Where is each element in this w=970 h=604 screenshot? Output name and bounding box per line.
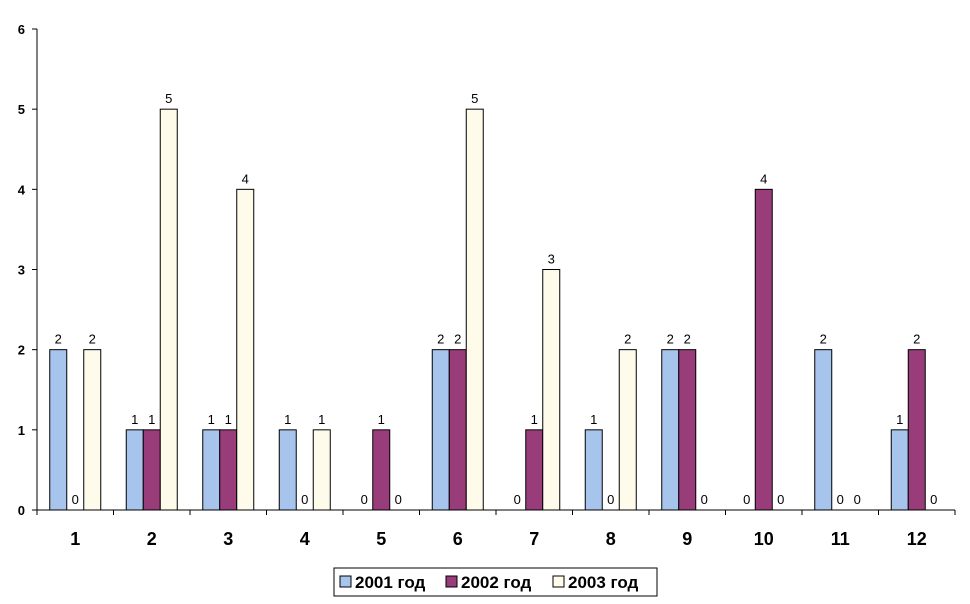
data-label: 5 bbox=[471, 91, 478, 106]
x-tick-label: 1 bbox=[70, 529, 80, 549]
data-label: 5 bbox=[165, 91, 172, 106]
data-label: 0 bbox=[361, 492, 368, 507]
y-tick-label: 0 bbox=[18, 503, 25, 518]
bar bbox=[142, 429, 161, 511]
bar bbox=[542, 269, 561, 511]
data-label: 2 bbox=[55, 332, 62, 347]
x-tick-label: 5 bbox=[376, 529, 386, 549]
bar bbox=[754, 188, 773, 511]
y-tick-label: 4 bbox=[18, 182, 26, 197]
data-label: 3 bbox=[548, 252, 555, 267]
bar bbox=[49, 349, 68, 511]
bar bbox=[278, 429, 297, 511]
data-label: 1 bbox=[896, 412, 903, 427]
data-label: 1 bbox=[531, 412, 538, 427]
data-label: 0 bbox=[514, 492, 521, 507]
bar bbox=[678, 349, 697, 511]
y-tick-label: 1 bbox=[18, 423, 25, 438]
data-label: 0 bbox=[72, 492, 79, 507]
bar bbox=[661, 349, 680, 511]
legend-label: 2002 год bbox=[461, 573, 532, 592]
data-label: 0 bbox=[777, 492, 784, 507]
data-label: 2 bbox=[89, 332, 96, 347]
data-label: 2 bbox=[667, 332, 674, 347]
y-tick-label: 3 bbox=[18, 263, 25, 278]
data-label: 2 bbox=[437, 332, 444, 347]
bar bbox=[907, 349, 926, 511]
x-tick-label: 3 bbox=[223, 529, 233, 549]
x-tick-label: 11 bbox=[831, 529, 850, 549]
bar bbox=[83, 349, 102, 511]
data-label: 1 bbox=[225, 412, 232, 427]
legend-swatch bbox=[445, 575, 458, 588]
data-label: 1 bbox=[131, 412, 138, 427]
bar bbox=[202, 429, 221, 511]
x-tick-label: 8 bbox=[606, 529, 616, 549]
x-tick-label: 2 bbox=[147, 529, 157, 549]
data-label: 0 bbox=[854, 492, 861, 507]
bar bbox=[312, 429, 331, 511]
legend-box bbox=[333, 567, 658, 597]
bar bbox=[465, 108, 484, 511]
x-tick-label: 4 bbox=[300, 529, 310, 549]
data-label: 0 bbox=[701, 492, 708, 507]
data-label: 1 bbox=[148, 412, 155, 427]
data-label: 0 bbox=[395, 492, 402, 507]
legend-swatch bbox=[552, 575, 565, 588]
bar bbox=[236, 188, 255, 511]
bar bbox=[890, 429, 909, 511]
data-label: 1 bbox=[318, 412, 325, 427]
data-label: 0 bbox=[301, 492, 308, 507]
bar bbox=[431, 349, 450, 511]
y-tick-label: 6 bbox=[18, 22, 25, 37]
data-label: 0 bbox=[930, 492, 937, 507]
data-label: 2 bbox=[624, 332, 631, 347]
x-tick-label: 9 bbox=[682, 529, 692, 549]
data-label: 2 bbox=[454, 332, 461, 347]
bar bbox=[618, 349, 637, 511]
data-label: 2 bbox=[913, 332, 920, 347]
data-label: 4 bbox=[760, 171, 767, 186]
data-label: 1 bbox=[590, 412, 597, 427]
y-tick-label: 2 bbox=[18, 343, 25, 358]
bar bbox=[814, 349, 833, 511]
x-tick-label: 6 bbox=[453, 529, 463, 549]
x-tick-label: 12 bbox=[907, 529, 927, 549]
bar bbox=[584, 429, 603, 511]
bar bbox=[448, 349, 467, 511]
data-label: 1 bbox=[378, 412, 385, 427]
legend-label: 2003 год bbox=[568, 573, 639, 592]
data-label: 1 bbox=[284, 412, 291, 427]
legend-swatch bbox=[339, 575, 352, 588]
bar bbox=[525, 429, 544, 511]
data-label: 1 bbox=[208, 412, 215, 427]
x-tick-label: 7 bbox=[529, 529, 539, 549]
bar bbox=[219, 429, 238, 511]
data-label: 0 bbox=[743, 492, 750, 507]
bar bbox=[372, 429, 391, 511]
bar bbox=[159, 108, 178, 511]
data-label: 0 bbox=[837, 492, 844, 507]
data-label: 4 bbox=[242, 171, 249, 186]
y-tick-label: 5 bbox=[18, 102, 25, 117]
bar bbox=[125, 429, 144, 511]
data-label: 0 bbox=[607, 492, 614, 507]
data-label: 2 bbox=[820, 332, 827, 347]
x-tick-label: 10 bbox=[754, 529, 774, 549]
data-label: 2 bbox=[684, 332, 691, 347]
legend: 2001 год 2002 год 2003 год bbox=[333, 567, 658, 597]
legend-label: 2001 год bbox=[355, 573, 426, 592]
